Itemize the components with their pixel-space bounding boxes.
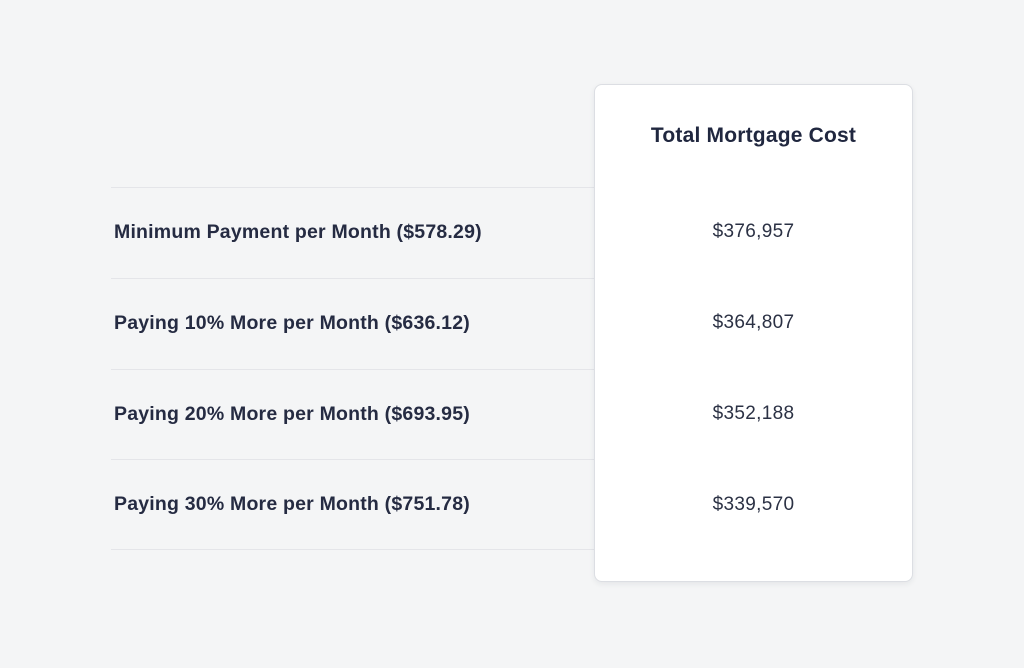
row-label: Paying 20% More per Month ($693.95) <box>114 402 470 425</box>
total-cost-value: $352,188 <box>712 402 795 424</box>
row-label: Paying 10% More per Month ($636.12) <box>114 312 470 335</box>
row-label: Paying 30% More per Month ($751.78) <box>114 493 470 516</box>
total-cost-value: $339,570 <box>712 493 795 515</box>
card-title: Total Mortgage Cost <box>650 124 857 147</box>
total-cost-value: $376,957 <box>712 221 795 243</box>
card-header: Total Mortgage Cost <box>595 85 912 187</box>
scenario-rows: Minimum Payment per Month ($578.29) Payi… <box>111 187 913 550</box>
table-row: Paying 30% More per Month ($751.78) <box>111 459 913 550</box>
total-cost-value: $364,807 <box>712 312 795 334</box>
table-row: Paying 20% More per Month ($693.95) <box>111 368 913 460</box>
table-row: Paying 10% More per Month ($636.12) <box>111 277 913 369</box>
table-row: Minimum Payment per Month ($578.29) <box>111 187 913 278</box>
row-label: Minimum Payment per Month ($578.29) <box>114 221 482 244</box>
card-values: $376,957 $364,807 $352,188 $339,570 <box>595 187 912 550</box>
total-mortgage-cost-card: Total Mortgage Cost $376,957 $364,807 $3… <box>594 84 913 582</box>
